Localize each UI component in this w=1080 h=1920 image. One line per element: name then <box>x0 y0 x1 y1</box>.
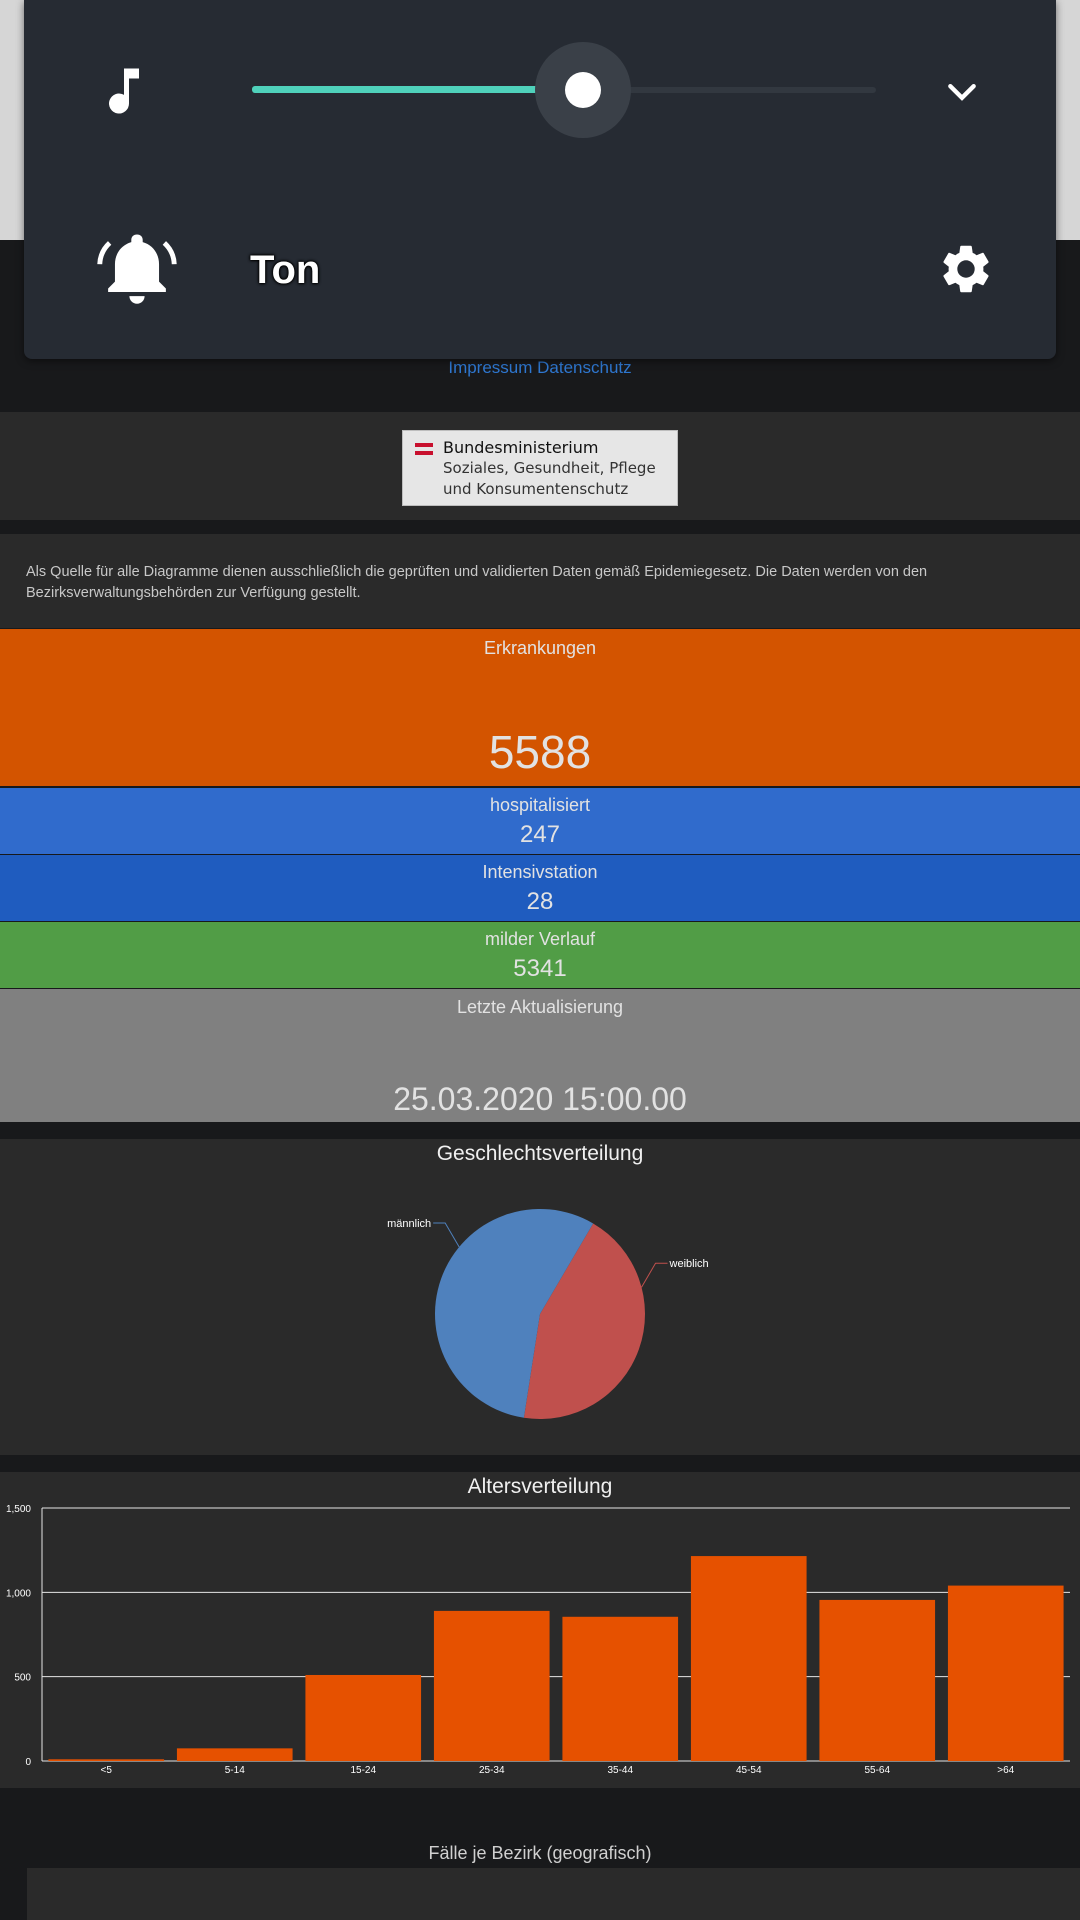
stat-label: Intensivstation <box>482 862 598 882</box>
bar <box>176 1748 293 1761</box>
volume-slider-thumb[interactable] <box>564 72 601 108</box>
x-tick-label: 5-14 <box>225 1765 245 1776</box>
stat-value: 28 <box>526 888 554 915</box>
ministry-logo: Bundesministerium Soziales, Gesundheit, … <box>402 430 678 506</box>
bar <box>305 1674 422 1761</box>
age-bar-chart: 0 500 1,000 1,500 <5 5-14 15-24 25-34 35-44 45-54… <box>6 1504 1070 1776</box>
stat-value: 5341 <box>513 955 567 982</box>
bar <box>819 1599 936 1761</box>
bar-chart-title: Altersverteilung <box>467 1475 613 1498</box>
stat-milder-verlauf: milder Verlauf 5341 <box>0 922 1080 988</box>
stat-value: 5588 <box>488 726 592 778</box>
x-tick-label: 45-54 <box>736 1765 762 1776</box>
stat-value: 25.03.2020 15:00.00 <box>393 1081 687 1117</box>
bar <box>433 1610 550 1761</box>
gender-pie-chart: weiblich männlich <box>387 1209 709 1419</box>
bar <box>690 1556 807 1761</box>
stat-label: milder Verlauf <box>484 929 596 949</box>
bar <box>48 1759 165 1761</box>
volume-panel: Ton <box>24 0 1056 359</box>
ringer-mode-label: Ton <box>250 248 321 292</box>
x-tick-label: 15-24 <box>350 1765 376 1776</box>
stat-letzte-aktualisierung: Letzte Aktualisierung 25.03.2020 15:00.0… <box>0 989 1080 1122</box>
pie-leader-line <box>641 1262 668 1288</box>
stat-erkrankungen: Erkrankungen 5588 <box>0 629 1080 786</box>
x-tick-label: <5 <box>101 1765 113 1776</box>
stat-hospitalisiert: hospitalisiert 247 <box>0 788 1080 854</box>
y-tick-label: 0 <box>25 1757 31 1768</box>
y-tick-label: 1,500 <box>6 1504 31 1515</box>
bar <box>947 1585 1064 1761</box>
bell-ringing-icon[interactable] <box>80 230 194 306</box>
pie-leader-line <box>433 1222 460 1248</box>
logo-line-1: Bundesministerium <box>443 438 599 457</box>
bar <box>562 1616 679 1761</box>
volume-slider-fill <box>252 86 583 93</box>
x-tick-label: 55-64 <box>864 1765 890 1776</box>
pie-slice-weiblich <box>523 1223 646 1419</box>
x-tick-label: >64 <box>997 1765 1014 1776</box>
pie-label: männlich <box>387 1218 431 1230</box>
source-section: Als Quelle für alle Diagramme dienen aus… <box>0 534 1080 628</box>
stat-value: 247 <box>519 821 561 848</box>
stat-intensivstation: Intensivstation 28 <box>0 855 1080 921</box>
y-tick-label: 500 <box>14 1673 31 1684</box>
logo-line-2: Soziales, Gesundheit, Pflege <box>443 459 656 477</box>
pie-label: weiblich <box>669 1258 709 1270</box>
logo-line-3: und Konsumentenschutz <box>443 480 629 498</box>
stat-label: Letzte Aktualisierung <box>456 997 624 1017</box>
source-note: Als Quelle für alle Diagramme dienen aus… <box>26 564 928 601</box>
gear-icon[interactable] <box>937 240 995 298</box>
impressum-link[interactable]: Impressum Datenschutz <box>448 358 632 377</box>
x-tick-label: 25-34 <box>479 1765 505 1776</box>
chevron-down-icon[interactable] <box>942 72 982 112</box>
music-note-icon[interactable] <box>94 60 154 122</box>
y-tick-label: 1,000 <box>6 1588 31 1599</box>
map-section-title: Fälle je Bezirk (geografisch) <box>428 1843 652 1863</box>
district-map[interactable] <box>27 1868 1080 1920</box>
austria-flag-icon <box>415 443 433 455</box>
pie-slice-männlich <box>435 1209 594 1418</box>
pie-chart-title: Geschlechtsverteilung <box>436 1142 644 1165</box>
stat-label: Erkrankungen <box>483 638 597 658</box>
stat-label: hospitalisiert <box>489 795 591 815</box>
x-tick-label: 35-44 <box>607 1765 633 1776</box>
